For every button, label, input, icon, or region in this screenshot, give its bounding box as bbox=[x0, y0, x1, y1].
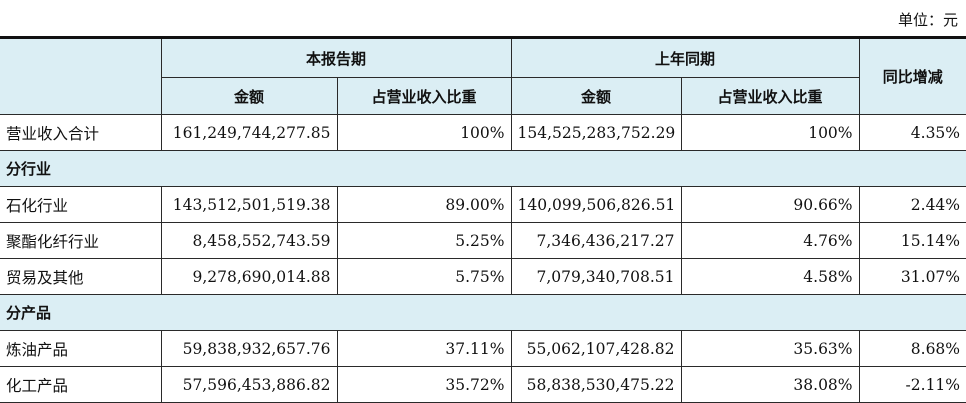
header-current-amount: 金额 bbox=[160, 77, 338, 115]
current-share: 89.00% bbox=[336, 186, 512, 223]
table-header: 本报告期 上年同期 同比增减 金额 占营业收入比重 金额 占营业收入比重 bbox=[0, 37, 966, 115]
row-label: 营业收入合计 bbox=[0, 114, 162, 151]
table-row: 聚酯化纤行业 8,458,552,743.59 5.25% 7,346,436,… bbox=[0, 222, 966, 259]
current-share: 35.72% bbox=[336, 366, 512, 403]
header-prior-share: 占营业收入比重 bbox=[680, 77, 860, 115]
table-row: 石化行业 143,512,501,519.38 89.00% 140,099,5… bbox=[0, 186, 966, 223]
section-title: 分产品 bbox=[0, 294, 966, 331]
table-row: 贸易及其他 9,278,690,014.88 5.75% 7,079,340,7… bbox=[0, 258, 966, 295]
current-share: 5.75% bbox=[336, 258, 512, 295]
yoy-change: 15.14% bbox=[858, 222, 966, 259]
row-label: 聚酯化纤行业 bbox=[0, 222, 162, 259]
yoy-change: 8.68% bbox=[858, 330, 966, 367]
row-label: 石化行业 bbox=[0, 186, 162, 223]
prior-amount: 140,099,506,826.51 bbox=[510, 186, 682, 223]
prior-share: 4.58% bbox=[680, 258, 860, 295]
section-title: 分行业 bbox=[0, 150, 966, 187]
row-label: 贸易及其他 bbox=[0, 258, 162, 295]
revenue-table: 本报告期 上年同期 同比增减 金额 占营业收入比重 金额 占营业收入比重 营业收… bbox=[0, 36, 966, 403]
header-current-period: 本报告期 bbox=[160, 37, 512, 78]
yoy-change: 4.35% bbox=[858, 114, 966, 151]
current-share: 5.25% bbox=[336, 222, 512, 259]
current-amount: 57,596,453,886.82 bbox=[160, 366, 338, 403]
table-row-total: 营业收入合计 161,249,744,277.85 100% 154,525,2… bbox=[0, 114, 966, 151]
row-label: 炼油产品 bbox=[0, 330, 162, 367]
prior-amount: 58,838,530,475.22 bbox=[510, 366, 682, 403]
prior-amount: 55,062,107,428.82 bbox=[510, 330, 682, 367]
prior-share: 90.66% bbox=[680, 186, 860, 223]
yoy-change: -2.11% bbox=[858, 366, 966, 403]
prior-share: 35.63% bbox=[680, 330, 860, 367]
section-header-product: 分产品 bbox=[0, 294, 966, 331]
unit-label: 单位：元 bbox=[897, 11, 958, 29]
yoy-change: 31.07% bbox=[858, 258, 966, 295]
current-amount: 9,278,690,014.88 bbox=[160, 258, 338, 295]
prior-amount: 7,346,436,217.27 bbox=[510, 222, 682, 259]
prior-share: 4.76% bbox=[680, 222, 860, 259]
header-current-share: 占营业收入比重 bbox=[336, 77, 512, 115]
current-amount: 143,512,501,519.38 bbox=[160, 186, 338, 223]
table-row: 化工产品 57,596,453,886.82 35.72% 58,838,530… bbox=[0, 366, 966, 403]
current-amount: 8,458,552,743.59 bbox=[160, 222, 338, 259]
header-blank-cell bbox=[0, 37, 162, 115]
header-prior-amount: 金额 bbox=[510, 77, 682, 115]
row-label: 化工产品 bbox=[0, 366, 162, 403]
current-amount: 161,249,744,277.85 bbox=[160, 114, 338, 151]
section-header-industry: 分行业 bbox=[0, 150, 966, 187]
prior-amount: 7,079,340,708.51 bbox=[510, 258, 682, 295]
yoy-change: 2.44% bbox=[858, 186, 966, 223]
current-amount: 59,838,932,657.76 bbox=[160, 330, 338, 367]
header-prior-period: 上年同期 bbox=[510, 37, 860, 78]
table-row: 炼油产品 59,838,932,657.76 37.11% 55,062,107… bbox=[0, 330, 966, 367]
header-yoy-change: 同比增减 bbox=[858, 37, 966, 115]
current-share: 100% bbox=[336, 114, 512, 151]
prior-amount: 154,525,283,752.29 bbox=[510, 114, 682, 151]
prior-share: 100% bbox=[680, 114, 860, 151]
prior-share: 38.08% bbox=[680, 366, 860, 403]
current-share: 37.11% bbox=[336, 330, 512, 367]
